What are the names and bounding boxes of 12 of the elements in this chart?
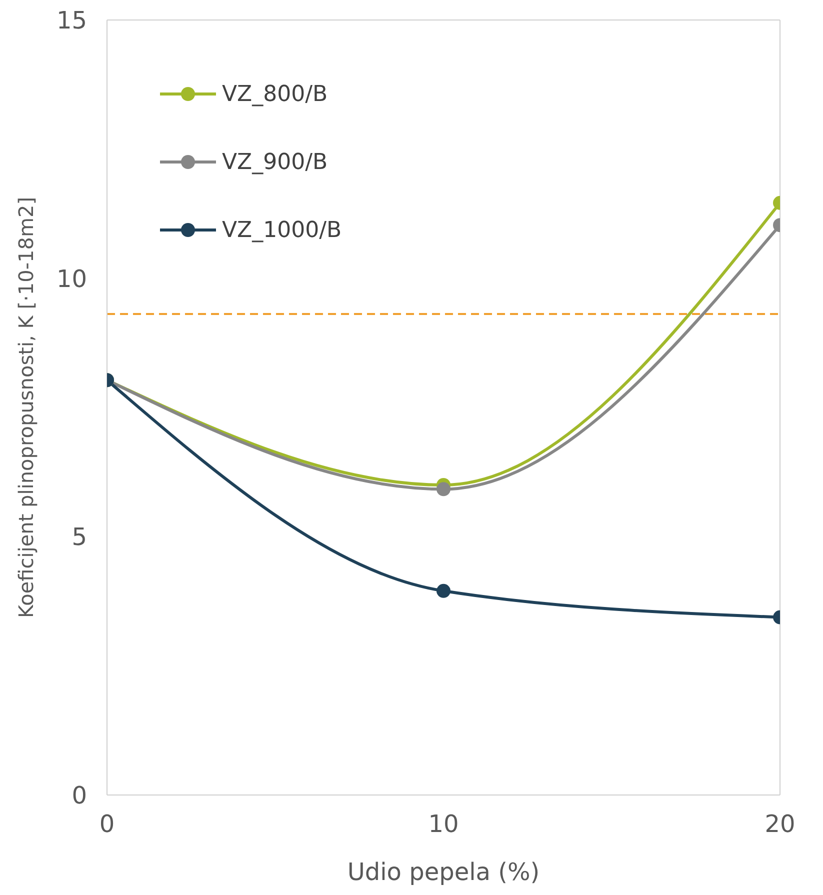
y-tick-label: 15 (56, 6, 87, 35)
x-tick-label: 10 (428, 810, 459, 838)
legend-label: VZ_800/B (222, 82, 328, 106)
x-tick-label: 0 (99, 810, 115, 838)
y-tick-label: 5 (72, 523, 87, 552)
x-tick-label: 20 (764, 810, 796, 838)
y-tick-label: 10 (56, 264, 87, 293)
legend-label: VZ_1000/B (222, 218, 342, 242)
x-axis-title: Udio pepela (%) (347, 858, 540, 886)
y-tick-label: 0 (72, 782, 87, 810)
y-axis-title: Koeficijent plinopropusnosti, K [·10-18m2] (14, 197, 38, 618)
legend-label: VZ_900/B (222, 150, 328, 174)
